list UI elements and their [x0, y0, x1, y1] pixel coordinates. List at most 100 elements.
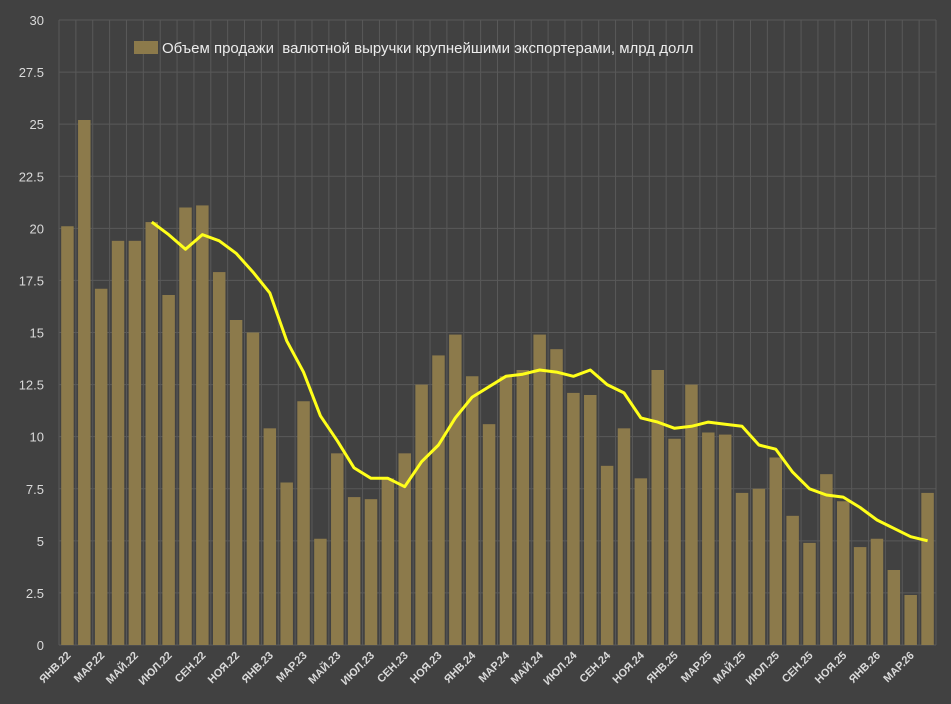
x-tick-label: МАР.26	[881, 650, 916, 685]
x-tick-label: СЕН.23	[375, 650, 411, 686]
bar	[128, 240, 142, 646]
y-tick-label: 15	[30, 326, 44, 341]
bar	[668, 438, 681, 645]
y-tick-label: 20	[30, 221, 44, 236]
x-tick-label: МАЙ.23	[306, 649, 344, 687]
bar	[482, 424, 496, 645]
bar	[904, 595, 917, 645]
x-tick-label: НОЯ.24	[611, 649, 648, 686]
bar	[415, 384, 428, 645]
y-tick-label: 17.5	[19, 273, 44, 288]
x-tick-label: МАЙ.24	[508, 648, 546, 686]
x-tick-label: МАР.23	[274, 650, 309, 685]
bar	[432, 355, 445, 645]
x-tick-label: МАЙ.25	[710, 649, 748, 687]
x-tick-label: ЯНВ.26	[847, 650, 883, 686]
x-tick-label: ИЮЛ.23	[339, 650, 377, 688]
y-axis-ticks: 0 2.5 5 7.5 10 12.5 15 17.5 20 22.5 25 27.5 30	[19, 13, 44, 653]
bar	[853, 547, 867, 645]
bar	[567, 392, 580, 645]
bar	[702, 432, 715, 645]
x-tick-label: ИЮЛ.22	[137, 650, 175, 688]
bar	[179, 207, 192, 645]
y-tick-label: 7.5	[26, 482, 44, 497]
bar	[499, 376, 513, 645]
x-tick-label: НОЯ.25	[813, 650, 849, 686]
bar	[584, 395, 597, 645]
bar	[212, 272, 226, 645]
bar	[398, 453, 411, 645]
bar	[921, 492, 934, 645]
bar	[685, 384, 698, 645]
x-tick-label: ЯНВ.24	[442, 649, 479, 686]
bar	[600, 465, 614, 645]
bar	[196, 205, 209, 645]
bar	[516, 370, 530, 645]
x-tick-label: НОЯ.22	[206, 650, 242, 686]
x-tick-label: МАР.22	[72, 650, 107, 685]
x-tick-label: ИЮЛ.24	[541, 649, 580, 688]
y-tick-label: 25	[30, 117, 44, 132]
x-tick-label: МАЙ.22	[103, 649, 141, 687]
bar	[111, 240, 125, 646]
bar	[550, 349, 563, 645]
x-tick-label: НОЯ.23	[408, 650, 444, 686]
x-tick-label: МАР.24	[477, 649, 513, 685]
bar	[280, 482, 293, 645]
bar	[718, 434, 732, 645]
bar	[314, 538, 327, 645]
bar	[364, 499, 378, 645]
bar	[229, 320, 243, 645]
bar	[887, 570, 901, 645]
bar	[465, 376, 479, 645]
bar	[803, 542, 816, 645]
bar	[786, 515, 799, 645]
bar	[162, 295, 175, 645]
y-tick-label: 12.5	[19, 378, 44, 393]
x-tick-label: ЯНВ.23	[240, 650, 276, 686]
bar	[94, 288, 108, 645]
y-tick-label: 22.5	[19, 169, 44, 184]
x-tick-label: СЕН.22	[173, 650, 209, 686]
bar	[246, 332, 260, 645]
y-tick-label: 27.5	[19, 65, 44, 80]
x-tick-label: ЯНВ.22	[37, 650, 73, 686]
y-tick-label: 5	[37, 534, 44, 549]
y-tick-label: 2.5	[26, 586, 44, 601]
bar	[78, 120, 91, 645]
y-tick-label: 10	[30, 430, 44, 445]
legend-label: Объем продажи валютной выручки крупнейши…	[162, 40, 694, 57]
bar	[347, 497, 361, 645]
bar	[381, 478, 395, 645]
x-tick-label: СЕН.25	[780, 650, 816, 686]
x-tick-label: ЯНВ.25	[645, 650, 681, 686]
bar	[449, 334, 462, 645]
x-tick-label: МАР.25	[679, 650, 714, 685]
bar	[820, 474, 833, 645]
y-tick-label: 0	[37, 638, 44, 653]
bar	[617, 428, 631, 645]
bar	[735, 492, 749, 645]
bar	[651, 370, 664, 645]
y-tick-label: 30	[30, 13, 44, 28]
legend-swatch	[134, 41, 158, 54]
bar	[752, 488, 766, 645]
bar	[297, 401, 310, 645]
bar	[263, 428, 277, 645]
x-tick-label: ИЮЛ.25	[744, 650, 782, 688]
bar-series	[61, 120, 934, 646]
x-axis-ticks: ЯНВ.22МАР.22МАЙ.22ИЮЛ.22СЕН.22НОЯ.22ЯНВ.…	[37, 648, 916, 687]
bar	[837, 501, 850, 645]
bar	[331, 453, 344, 645]
bar	[145, 222, 158, 646]
bar	[634, 478, 648, 645]
line-series	[150, 220, 928, 543]
x-tick-label: СЕН.24	[578, 649, 614, 685]
trend-line	[150, 220, 928, 543]
bar	[870, 538, 884, 645]
bar	[769, 457, 783, 645]
bar	[533, 334, 546, 645]
legend: Объем продажи валютной выручки крупнейши…	[134, 40, 694, 57]
